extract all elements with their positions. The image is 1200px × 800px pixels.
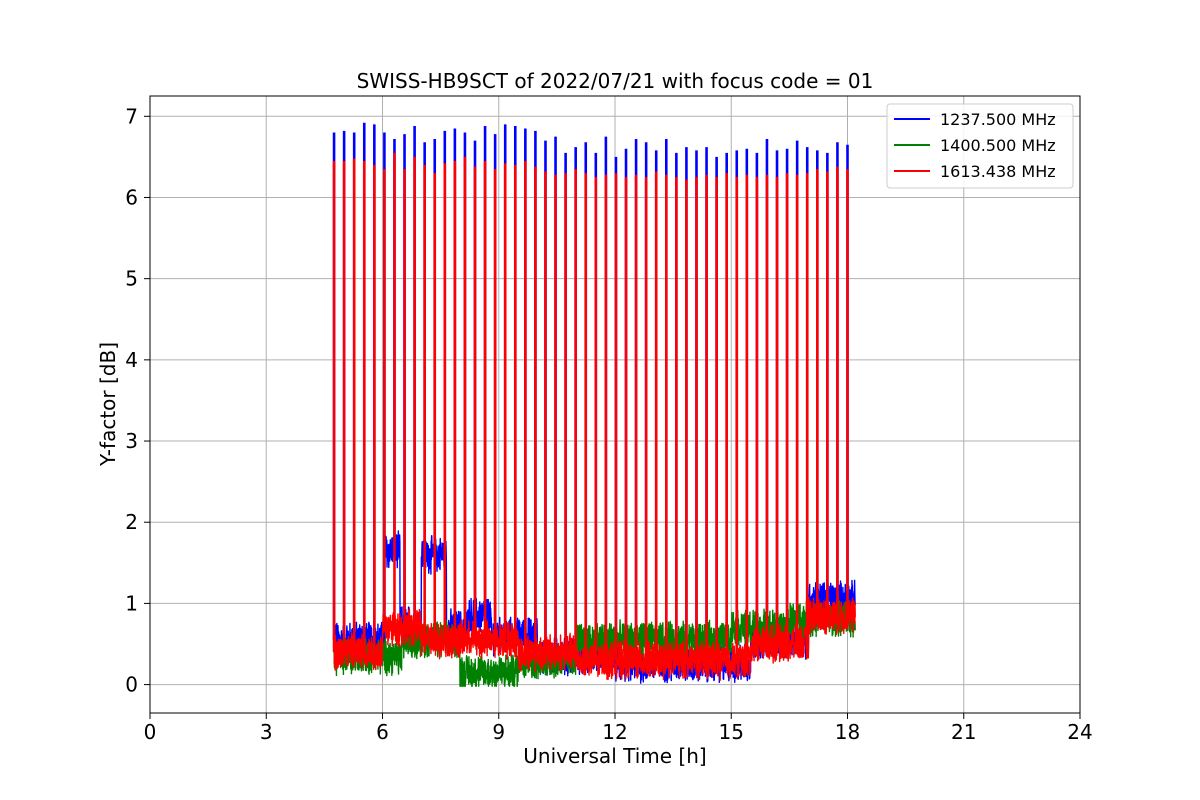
y-tick-label: 4 — [125, 348, 138, 372]
y-tick-label: 2 — [125, 510, 138, 534]
x-tick-label: 12 — [602, 720, 627, 744]
x-tick-label: 6 — [376, 720, 389, 744]
y-tick-label: 6 — [125, 185, 138, 209]
x-tick-label: 24 — [1067, 720, 1092, 744]
y-axis-label: Y-factor [dB] — [96, 342, 120, 467]
y-tick-label: 5 — [125, 267, 138, 291]
y-tick-label: 0 — [125, 673, 138, 697]
series-layer — [332, 122, 856, 687]
x-axis-label: Universal Time [h] — [523, 744, 706, 768]
x-tick-label: 9 — [492, 720, 505, 744]
legend: 1237.500 MHz 1400.500 MHz 1613.438 MHz — [886, 103, 1074, 189]
x-axis: 0 3 6 9 12 15 18 21 24 — [144, 713, 1093, 744]
x-tick-label: 18 — [835, 720, 860, 744]
legend-box — [886, 103, 1074, 189]
y-tick-label: 7 — [125, 104, 138, 128]
y-tick-label: 1 — [125, 591, 138, 615]
series-1613-438-mhz — [332, 152, 856, 681]
y-axis: 0 1 2 3 4 5 6 7 — [125, 104, 150, 697]
legend-label: 1400.500 MHz — [940, 136, 1056, 155]
x-tick-label: 0 — [144, 720, 157, 744]
x-tick-label: 3 — [260, 720, 273, 744]
x-tick-label: 15 — [719, 720, 744, 744]
legend-label: 1237.500 MHz — [940, 110, 1056, 129]
legend-label: 1613.438 MHz — [940, 162, 1056, 181]
plot-area — [332, 122, 856, 687]
x-tick-label: 21 — [951, 720, 976, 744]
y-tick-label: 3 — [125, 429, 138, 453]
chart-title: SWISS-HB9SCT of 2022/07/21 with focus co… — [357, 69, 874, 93]
